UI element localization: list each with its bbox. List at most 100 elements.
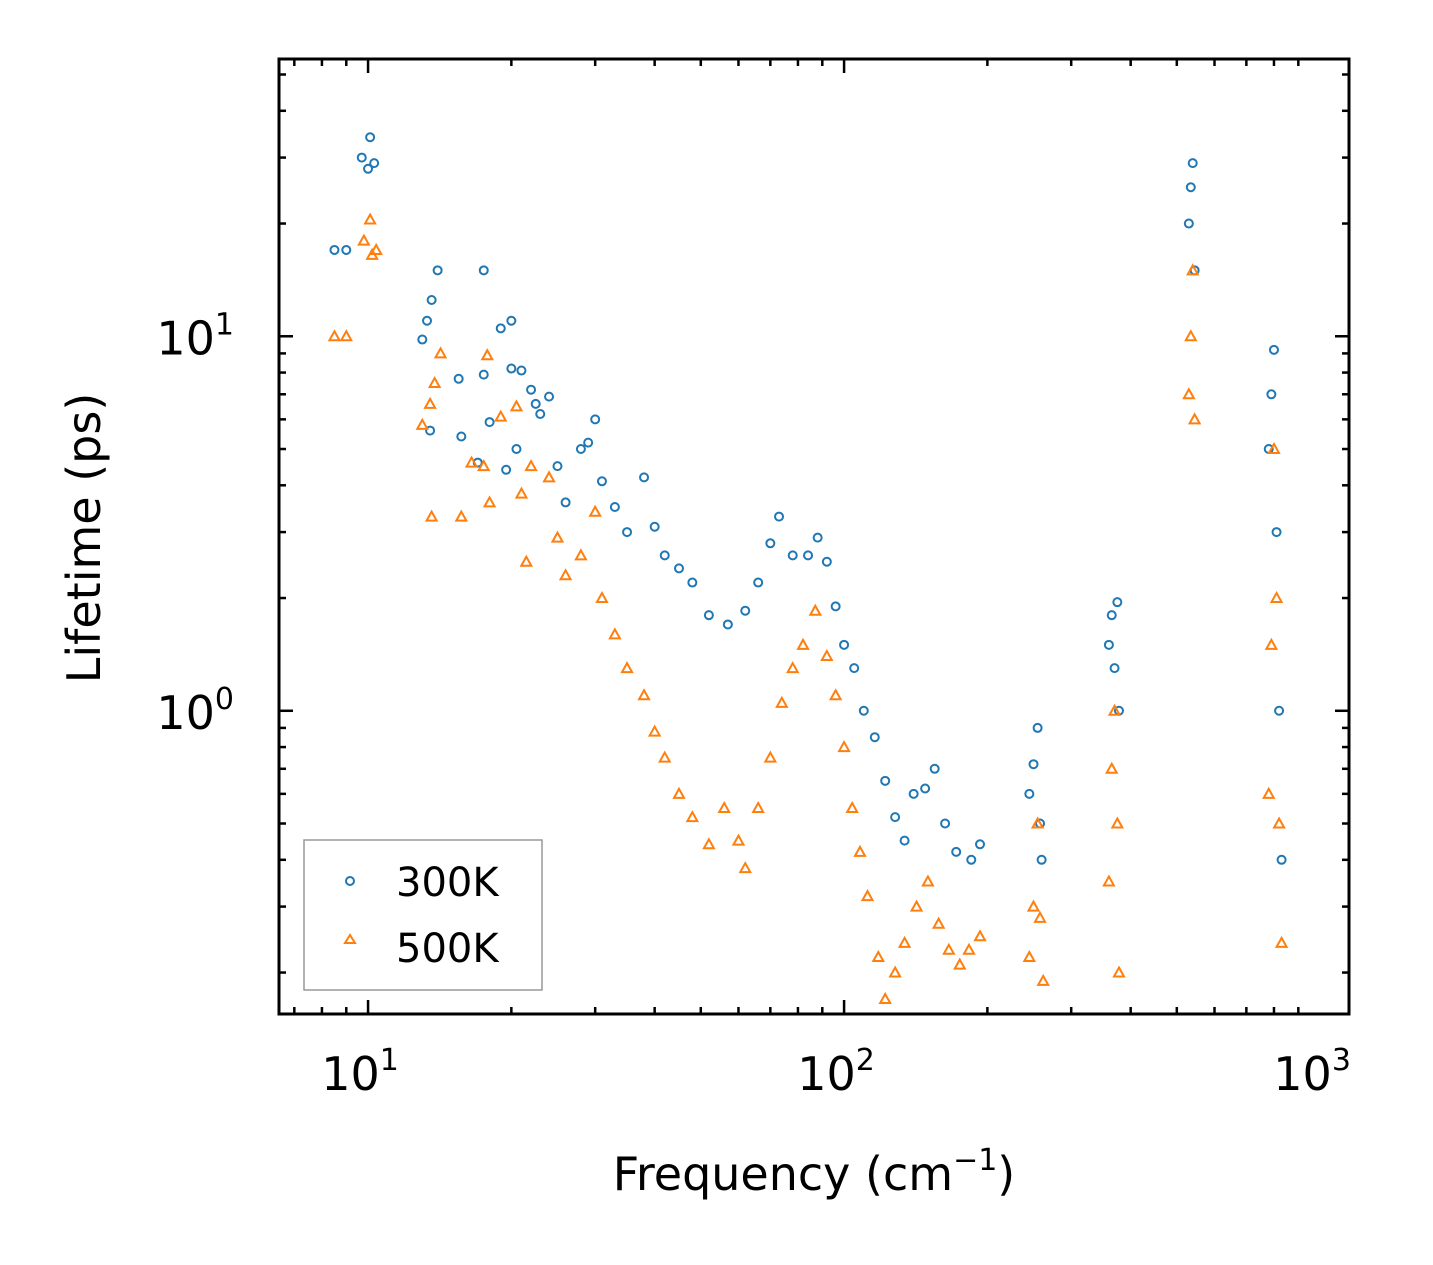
- data-point-300K: [703, 610, 714, 621]
- data-point-500K: [702, 837, 716, 850]
- legend-box: [303, 839, 543, 991]
- data-point-500K: [608, 627, 622, 640]
- data-point-500K: [1182, 387, 1196, 400]
- data-point-500K: [1269, 590, 1284, 604]
- data-point-300K: [590, 414, 601, 425]
- data-point-300K: [356, 152, 367, 163]
- data-point-500K: [363, 212, 377, 225]
- data-point-500K: [1107, 703, 1122, 716]
- data-point-500K: [962, 942, 976, 955]
- data-point-300K: [1036, 854, 1047, 865]
- data-point-300K: [803, 550, 814, 561]
- legend: 300K 500K: [303, 839, 543, 991]
- x-tick-label-exponent: 1: [380, 1043, 399, 1078]
- data-point-300K: [951, 846, 962, 857]
- data-point-300K: [341, 244, 352, 255]
- data-point-300K: [929, 763, 940, 774]
- data-point-300K: [1112, 597, 1123, 608]
- data-point-300K: [1032, 722, 1043, 733]
- data-point-500K: [1274, 935, 1289, 948]
- data-point-300K: [453, 373, 464, 384]
- data-point-500K: [357, 233, 371, 246]
- data-point-500K: [775, 695, 789, 708]
- data-point-500K: [658, 750, 672, 763]
- data-point-300K: [530, 398, 541, 409]
- data-point-500K: [717, 800, 731, 814]
- data-point-500K: [1036, 973, 1050, 986]
- data-point-500K: [427, 376, 442, 389]
- data-point-500K: [477, 459, 491, 472]
- data-point-500K: [327, 329, 342, 342]
- data-point-300K: [830, 601, 841, 612]
- data-point-500K: [845, 800, 859, 814]
- data-point-500K: [480, 348, 494, 361]
- data-point-300K: [687, 577, 698, 588]
- data-point-300K: [478, 369, 489, 380]
- data-point-300K: [869, 732, 880, 743]
- data-point-500K: [888, 965, 902, 978]
- data-point-500K: [973, 929, 987, 942]
- data-point-300K: [1183, 218, 1194, 229]
- data-point-500K: [685, 810, 700, 823]
- data-point-500K: [786, 661, 800, 674]
- data-point-500K: [878, 991, 892, 1004]
- data-point-300K: [639, 472, 650, 483]
- x-axis-title-main: Frequency (cm: [613, 1147, 953, 1201]
- data-point-500K: [464, 455, 479, 468]
- data-point-500K: [1272, 816, 1286, 829]
- data-point-300K: [365, 132, 376, 143]
- data-point-300K: [753, 577, 764, 588]
- data-point-500K: [415, 417, 429, 430]
- data-point-500K: [637, 688, 651, 701]
- data-point-500K: [942, 942, 956, 955]
- data-point-300K: [535, 409, 546, 420]
- data-point-300K: [501, 464, 512, 475]
- data-point-500K: [1033, 910, 1047, 923]
- x-axis-title-superscript: −1: [953, 1143, 997, 1178]
- data-point-500K: [514, 486, 529, 499]
- data-point-500K: [1112, 965, 1126, 978]
- data-point-500K: [871, 949, 885, 963]
- data-point-300K: [774, 511, 785, 522]
- data-point-500K: [1102, 874, 1116, 887]
- data-point-300K: [821, 556, 832, 567]
- data-point-300K: [1274, 705, 1285, 716]
- data-point-500K: [1022, 949, 1037, 963]
- legend-marker-300K: [345, 876, 355, 886]
- data-point-500K: [620, 661, 634, 674]
- data-point-300K: [422, 315, 433, 326]
- x-tick-label: 103: [1273, 1043, 1351, 1101]
- data-point-500K: [550, 530, 565, 543]
- data-point-500K: [595, 590, 609, 604]
- data-point-300K: [478, 265, 489, 276]
- data-point-500K: [731, 833, 746, 846]
- data-point-300K: [1268, 344, 1279, 355]
- data-point-500K: [953, 957, 967, 970]
- data-point-500K: [542, 470, 556, 483]
- y-tick-label: 101: [156, 307, 234, 365]
- x-axis-title-close: ): [997, 1147, 1015, 1201]
- data-point-500K: [524, 459, 538, 472]
- data-point-500K: [647, 724, 662, 737]
- data-point-300K: [544, 391, 555, 402]
- series-500K: [327, 212, 1289, 1004]
- data-point-300K: [740, 605, 751, 616]
- data-point-300K: [417, 334, 428, 345]
- data-point-500K: [1105, 761, 1119, 774]
- data-point-300K: [363, 163, 374, 174]
- y-tick-label: 100: [156, 682, 234, 740]
- data-point-300K: [649, 521, 660, 532]
- data-point-500K: [369, 242, 383, 255]
- data-point-300K: [1103, 639, 1114, 650]
- data-point-300K: [426, 294, 437, 305]
- data-point-300K: [858, 705, 869, 716]
- data-point-300K: [1028, 759, 1039, 770]
- y-tick-label-base: 10: [156, 686, 215, 740]
- data-point-300K: [456, 431, 467, 442]
- data-point-300K: [787, 550, 798, 561]
- x-tick-label: 102: [797, 1043, 875, 1101]
- data-point-500K: [519, 554, 534, 567]
- data-point-500K: [1184, 329, 1198, 342]
- data-point-300K: [552, 461, 563, 472]
- data-point-300K: [425, 425, 436, 436]
